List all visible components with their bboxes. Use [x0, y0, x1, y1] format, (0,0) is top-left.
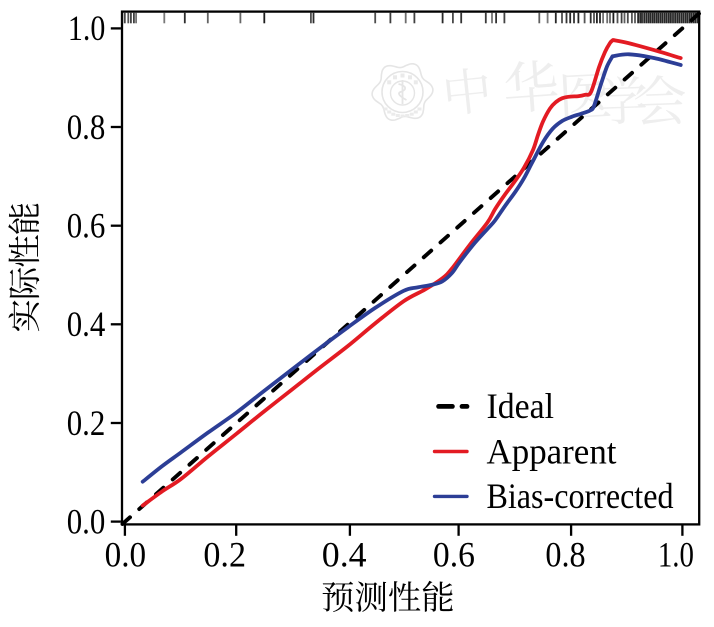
svg-text:1.0: 1.0 — [68, 8, 105, 48]
svg-text:Ideal: Ideal — [487, 386, 555, 426]
svg-text:0.2: 0.2 — [203, 535, 246, 575]
svg-text:0.6: 0.6 — [67, 206, 106, 246]
svg-text:Bias-corrected: Bias-corrected — [487, 476, 674, 516]
svg-text:0.4: 0.4 — [322, 535, 367, 575]
svg-text:0.8: 0.8 — [545, 535, 585, 575]
svg-text:0.2: 0.2 — [67, 403, 106, 443]
svg-text:0.0: 0.0 — [67, 501, 106, 541]
svg-text:0.6: 0.6 — [433, 535, 475, 575]
svg-text:0.4: 0.4 — [67, 304, 106, 344]
svg-text:0.8: 0.8 — [67, 107, 106, 147]
svg-text:0.0: 0.0 — [105, 535, 147, 575]
svg-text:1.0: 1.0 — [658, 535, 694, 575]
svg-text:Apparent: Apparent — [487, 431, 617, 471]
